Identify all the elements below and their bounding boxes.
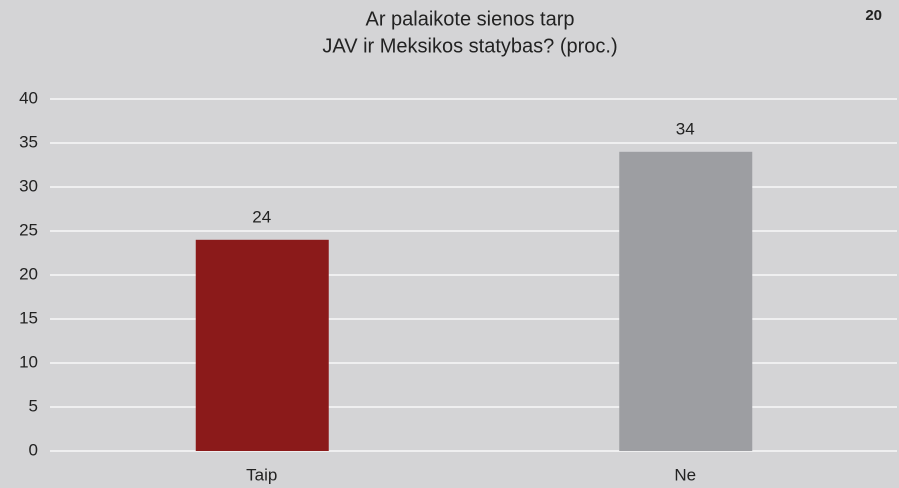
x-tick-label: Taip	[246, 465, 277, 484]
x-tick-label: Ne	[674, 465, 696, 484]
chart-title: Ar palaikote sienos tarp	[365, 8, 574, 30]
page-number: 20	[865, 7, 882, 24]
y-tick-label: 10	[19, 352, 38, 371]
y-tick-label: 20	[19, 264, 38, 283]
y-tick-label: 5	[29, 396, 38, 415]
y-tick-label: 40	[19, 88, 38, 107]
y-tick-label: 0	[29, 440, 38, 459]
y-tick-label: 35	[19, 132, 38, 151]
y-tick-label: 30	[19, 176, 38, 195]
chart-title: JAV ir Meksikos statybas? (proc.)	[322, 35, 617, 57]
bar	[619, 151, 753, 452]
data-label: 24	[252, 207, 271, 226]
y-tick-label: 25	[19, 220, 38, 239]
y-tick-label: 15	[19, 308, 38, 327]
bar	[195, 239, 329, 451]
data-label: 34	[676, 119, 695, 138]
